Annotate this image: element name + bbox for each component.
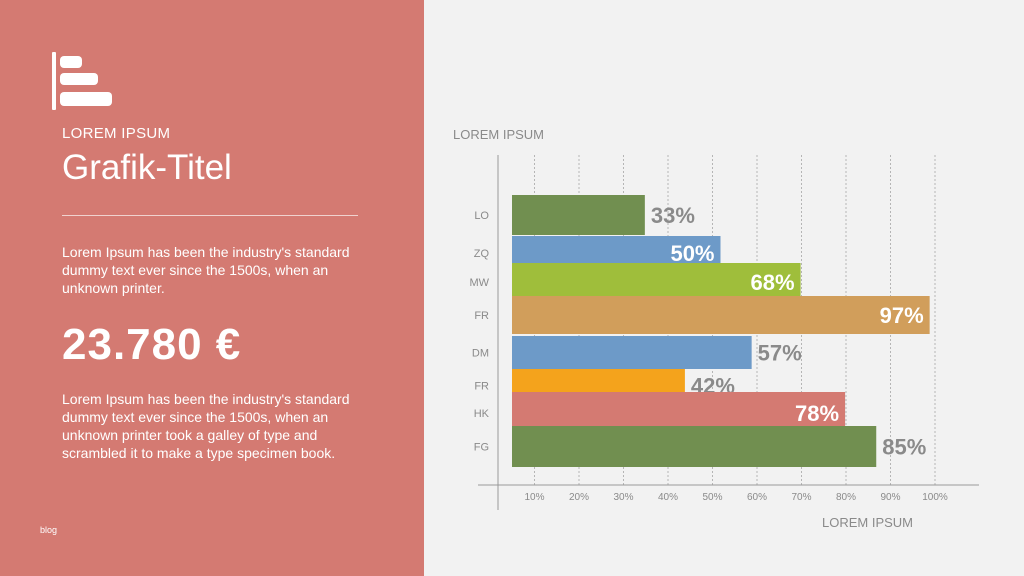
bar — [512, 426, 877, 467]
data-label: 50% — [670, 241, 714, 266]
chart-panel: LOREM IPSUM LOREM IPSUM LO 33% ZQ 50% MW 68% F… — [424, 0, 1024, 576]
x-tick-label: 60% — [747, 492, 767, 503]
bar-chart-icon — [52, 52, 112, 110]
data-label: 78% — [795, 401, 839, 426]
footer-label: blog — [40, 525, 58, 535]
data-label: 33% — [651, 203, 695, 228]
category-label: FG — [474, 442, 489, 454]
bar-group: FR 97% — [474, 296, 930, 334]
x-tick-label: 20% — [569, 492, 589, 503]
panel-eyebrow: LOREM IPSUM — [62, 125, 171, 142]
data-label: 97% — [880, 303, 924, 328]
bar — [512, 296, 930, 334]
category-label: MW — [469, 277, 489, 289]
panel-title: Grafik-Titel — [62, 148, 232, 187]
divider — [62, 215, 358, 216]
bar — [512, 336, 752, 369]
bar — [512, 263, 801, 301]
category-label: FR — [474, 381, 489, 393]
axes: 10% 20% 30% 40% 50% 60% 70% 80% 90% 100% — [478, 155, 979, 510]
x-tick-label: 50% — [702, 492, 722, 503]
bar-group: FG 85% — [474, 426, 926, 467]
category-label: LO — [474, 210, 489, 222]
data-label: 57% — [758, 341, 802, 366]
x-tick-label: 100% — [922, 492, 948, 503]
x-tick-label: 10% — [524, 492, 544, 503]
data-label: 85% — [882, 435, 926, 460]
bars: LO 33%ZQ 50%MW 68%FR 97%DM 57%FR 42%HK 78%FG 85% — [469, 195, 930, 467]
amount-value: 23.780 € — [62, 320, 242, 369]
info-panel: LOREM IPSUM Grafik-Titel Lorem Ipsum has… — [0, 0, 424, 576]
intro-paragraph: Lorem Ipsum has been the industry's stan… — [62, 244, 350, 296]
bar-group: DM 57% — [472, 336, 802, 369]
category-label: HK — [474, 408, 490, 420]
x-tick-label: 30% — [613, 492, 633, 503]
x-tick-label: 80% — [836, 492, 856, 503]
x-axis-label: LOREM IPSUM — [822, 515, 913, 530]
bar-chart: LOREM IPSUM LOREM IPSUM LO 33%ZQ 50%MW 68%F… — [453, 127, 979, 530]
x-tick-label: 90% — [880, 492, 900, 503]
category-label: ZQ — [474, 248, 490, 260]
category-label: FR — [474, 310, 489, 322]
x-tick-label: 70% — [791, 492, 811, 503]
bar — [512, 195, 645, 235]
body-paragraph: Lorem Ipsum has been the industry's stan… — [62, 391, 350, 461]
chart-title: LOREM IPSUM — [453, 127, 544, 142]
data-label: 68% — [751, 270, 795, 295]
bar-group: MW 68% — [469, 263, 801, 301]
bar-group: LO 33% — [474, 195, 695, 235]
category-label: DM — [472, 348, 489, 360]
x-tick-label: 40% — [658, 492, 678, 503]
